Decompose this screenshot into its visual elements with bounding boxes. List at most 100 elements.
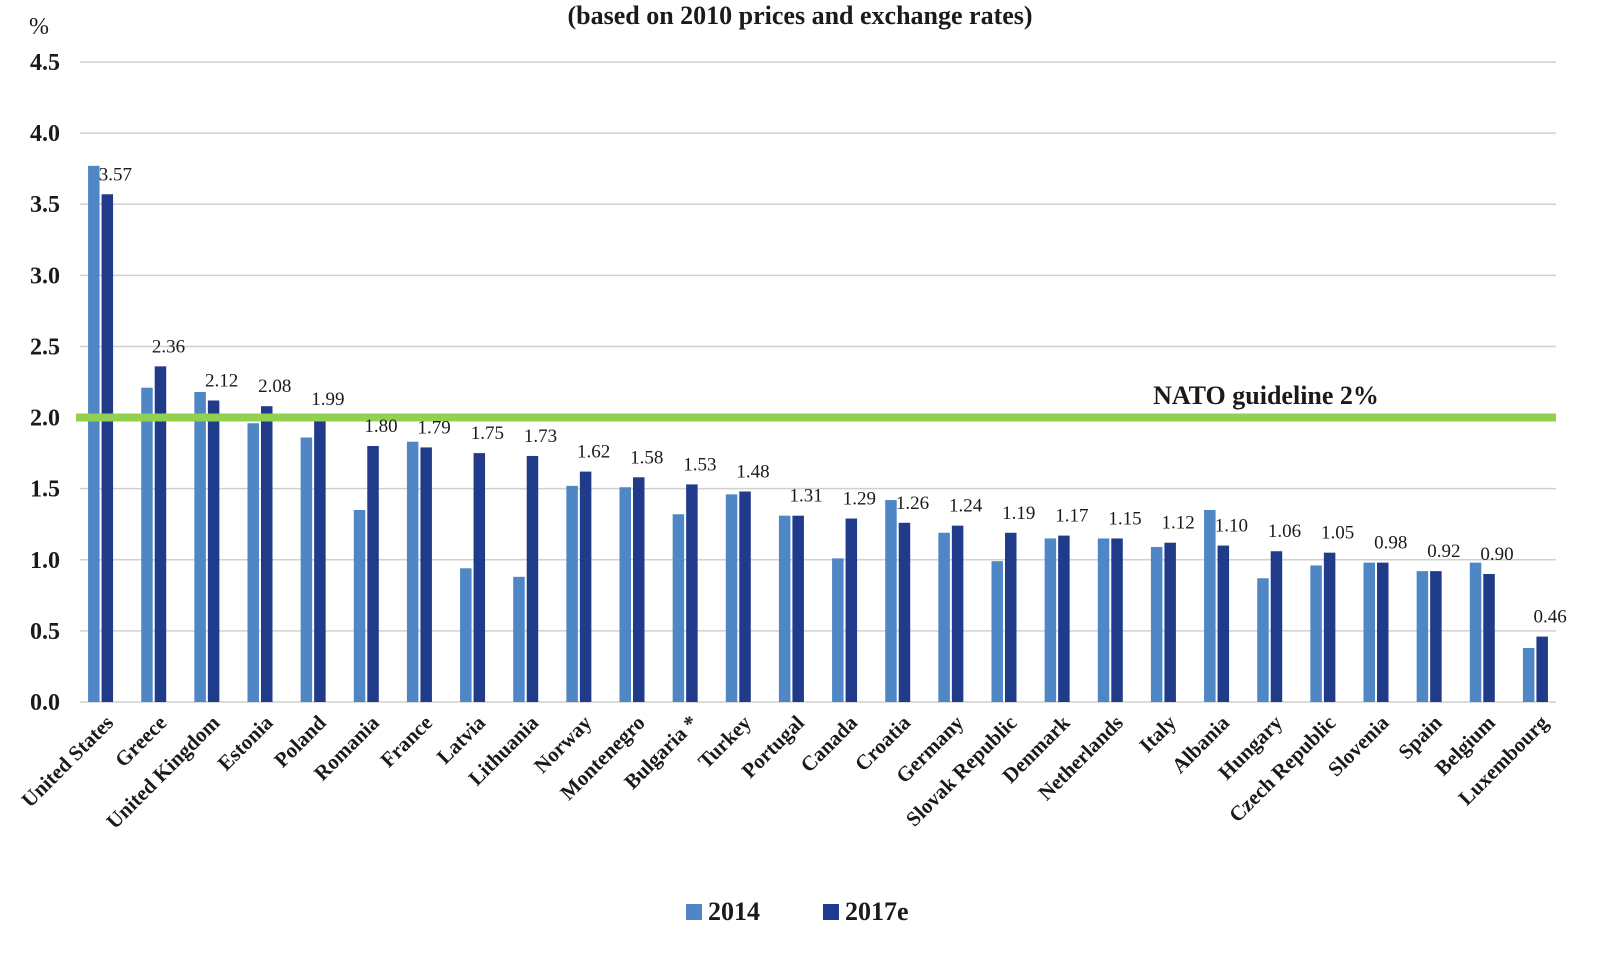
y-axis-ticks: 0.0 0.5 1.0 1.5 2.0 2.5 3.0 3.5 4.0 4.5 (30, 50, 60, 716)
data-label-2017e: 1.06 (1268, 521, 1301, 542)
bar-2014 (1469, 562, 1482, 702)
data-label-2017e: 1.26 (896, 493, 929, 514)
bar-2017e (314, 418, 326, 702)
bar-2017e (1323, 552, 1336, 702)
bar-2017e (154, 366, 167, 702)
bar-2014 (1416, 571, 1429, 702)
bar-2014 (672, 514, 685, 702)
bar-2014 (1204, 510, 1216, 702)
data-label-2017e: 1.12 (1162, 513, 1195, 534)
x-category-label: Italy (1134, 710, 1181, 757)
bar-2017e (1111, 538, 1123, 702)
bar-2017e (207, 400, 220, 702)
bar-2014 (938, 532, 950, 702)
y-tick-label: 2.0 (30, 406, 60, 432)
bar-2014 (1363, 562, 1375, 702)
bar-2017e (1058, 535, 1070, 702)
data-label-2017e: 1.80 (364, 416, 397, 437)
bar-2017e (739, 491, 751, 702)
bar-2017e (1217, 545, 1230, 702)
bar-2017e (473, 453, 486, 702)
bar-2017e (1430, 571, 1442, 702)
data-labels: 3.57 2.36 2.12 2.08 1.99 1.80 1.79 1.75 1.73 1.62… (99, 164, 1567, 627)
bar-2014 (1150, 546, 1163, 702)
bar-2014 (1044, 538, 1057, 702)
data-label-2017e: 1.19 (1002, 503, 1035, 524)
data-label-2017e: 0.90 (1480, 544, 1513, 565)
chart-subtitle: (based on 2010 prices and exchange rates… (567, 1, 1032, 30)
x-category-label: Canada (796, 710, 863, 777)
data-label-2017e: 1.10 (1215, 516, 1248, 537)
bar-2017e (526, 455, 539, 702)
data-label-2017e: 1.05 (1321, 523, 1354, 544)
bar-2014 (566, 485, 578, 702)
bar-2014 (88, 165, 100, 703)
data-label-2017e: 2.12 (205, 370, 238, 391)
data-label-2017e: 0.98 (1374, 533, 1407, 554)
reference-line-group: NATO guideline 2% (76, 381, 1556, 422)
data-label-2017e: 0.46 (1534, 607, 1567, 628)
bar-2017e (579, 471, 592, 702)
legend-label-2017e: 2017e (845, 897, 909, 926)
data-label-2017e: 1.99 (311, 389, 344, 410)
data-label-2017e: 2.08 (258, 376, 291, 397)
y-tick-label: 3.0 (30, 263, 60, 289)
nato-guideline-label: NATO guideline 2% (1153, 381, 1379, 410)
data-label-2017e: 1.62 (577, 442, 610, 463)
bar-2017e (633, 477, 645, 702)
data-label-2017e: 1.58 (630, 447, 663, 468)
bar-2017e (367, 446, 379, 702)
bar-2017e (1483, 574, 1495, 702)
bars (88, 165, 1548, 703)
y-tick-label: 0.5 (30, 619, 60, 645)
bar-2014 (832, 558, 844, 702)
y-axis-unit-label: % (29, 14, 49, 40)
bar-2014 (1522, 647, 1535, 702)
bar-2017e (1005, 532, 1017, 702)
bar-2017e (686, 484, 698, 702)
data-label-2017e: 1.53 (683, 454, 716, 475)
data-label-2017e: 1.73 (524, 426, 557, 447)
bar-2014 (353, 510, 366, 702)
bar-2017e (792, 515, 804, 702)
x-category-label: Estonia (213, 710, 278, 775)
bar-2014 (778, 515, 791, 702)
legend-swatch-2014 (686, 904, 702, 920)
bar-2014 (300, 437, 313, 702)
data-label-2017e: 1.29 (843, 489, 876, 510)
data-label-2017e: 1.24 (949, 496, 983, 517)
bar-2014 (406, 441, 419, 702)
bar-2017e (951, 525, 964, 702)
bar-2014 (1310, 565, 1322, 702)
bar-2014 (1097, 538, 1110, 702)
bar-2014 (194, 391, 206, 702)
bar-2014 (619, 487, 631, 702)
bar-2014 (141, 387, 153, 702)
bar-2017e (420, 447, 432, 702)
y-tick-label: 3.5 (30, 192, 60, 218)
bar-2014 (885, 500, 897, 702)
bar-2017e (1536, 636, 1548, 702)
data-label-2017e: 1.15 (1108, 508, 1141, 529)
data-label-2017e: 1.17 (1055, 506, 1088, 527)
bar-2014 (460, 568, 472, 702)
bar-2014 (1257, 578, 1269, 702)
bar-2017e (101, 194, 114, 702)
y-tick-label: 4.0 (30, 121, 60, 147)
bar-2017e (898, 522, 911, 702)
bar-2014 (991, 561, 1003, 702)
bar-2014 (725, 494, 738, 702)
legend-swatch-2017e (823, 904, 839, 920)
bar-2017e (1270, 551, 1283, 702)
data-label-2017e: 1.48 (736, 462, 769, 483)
x-category-label: France (375, 711, 437, 773)
y-tick-label: 2.5 (30, 334, 60, 360)
x-category-label: United States (17, 711, 119, 813)
legend: 2014 2017e (686, 897, 909, 926)
data-label-2017e: 3.57 (99, 164, 132, 185)
bar-2017e (1164, 542, 1176, 702)
data-label-2017e: 1.31 (790, 486, 823, 507)
bar-2017e (1377, 562, 1389, 702)
